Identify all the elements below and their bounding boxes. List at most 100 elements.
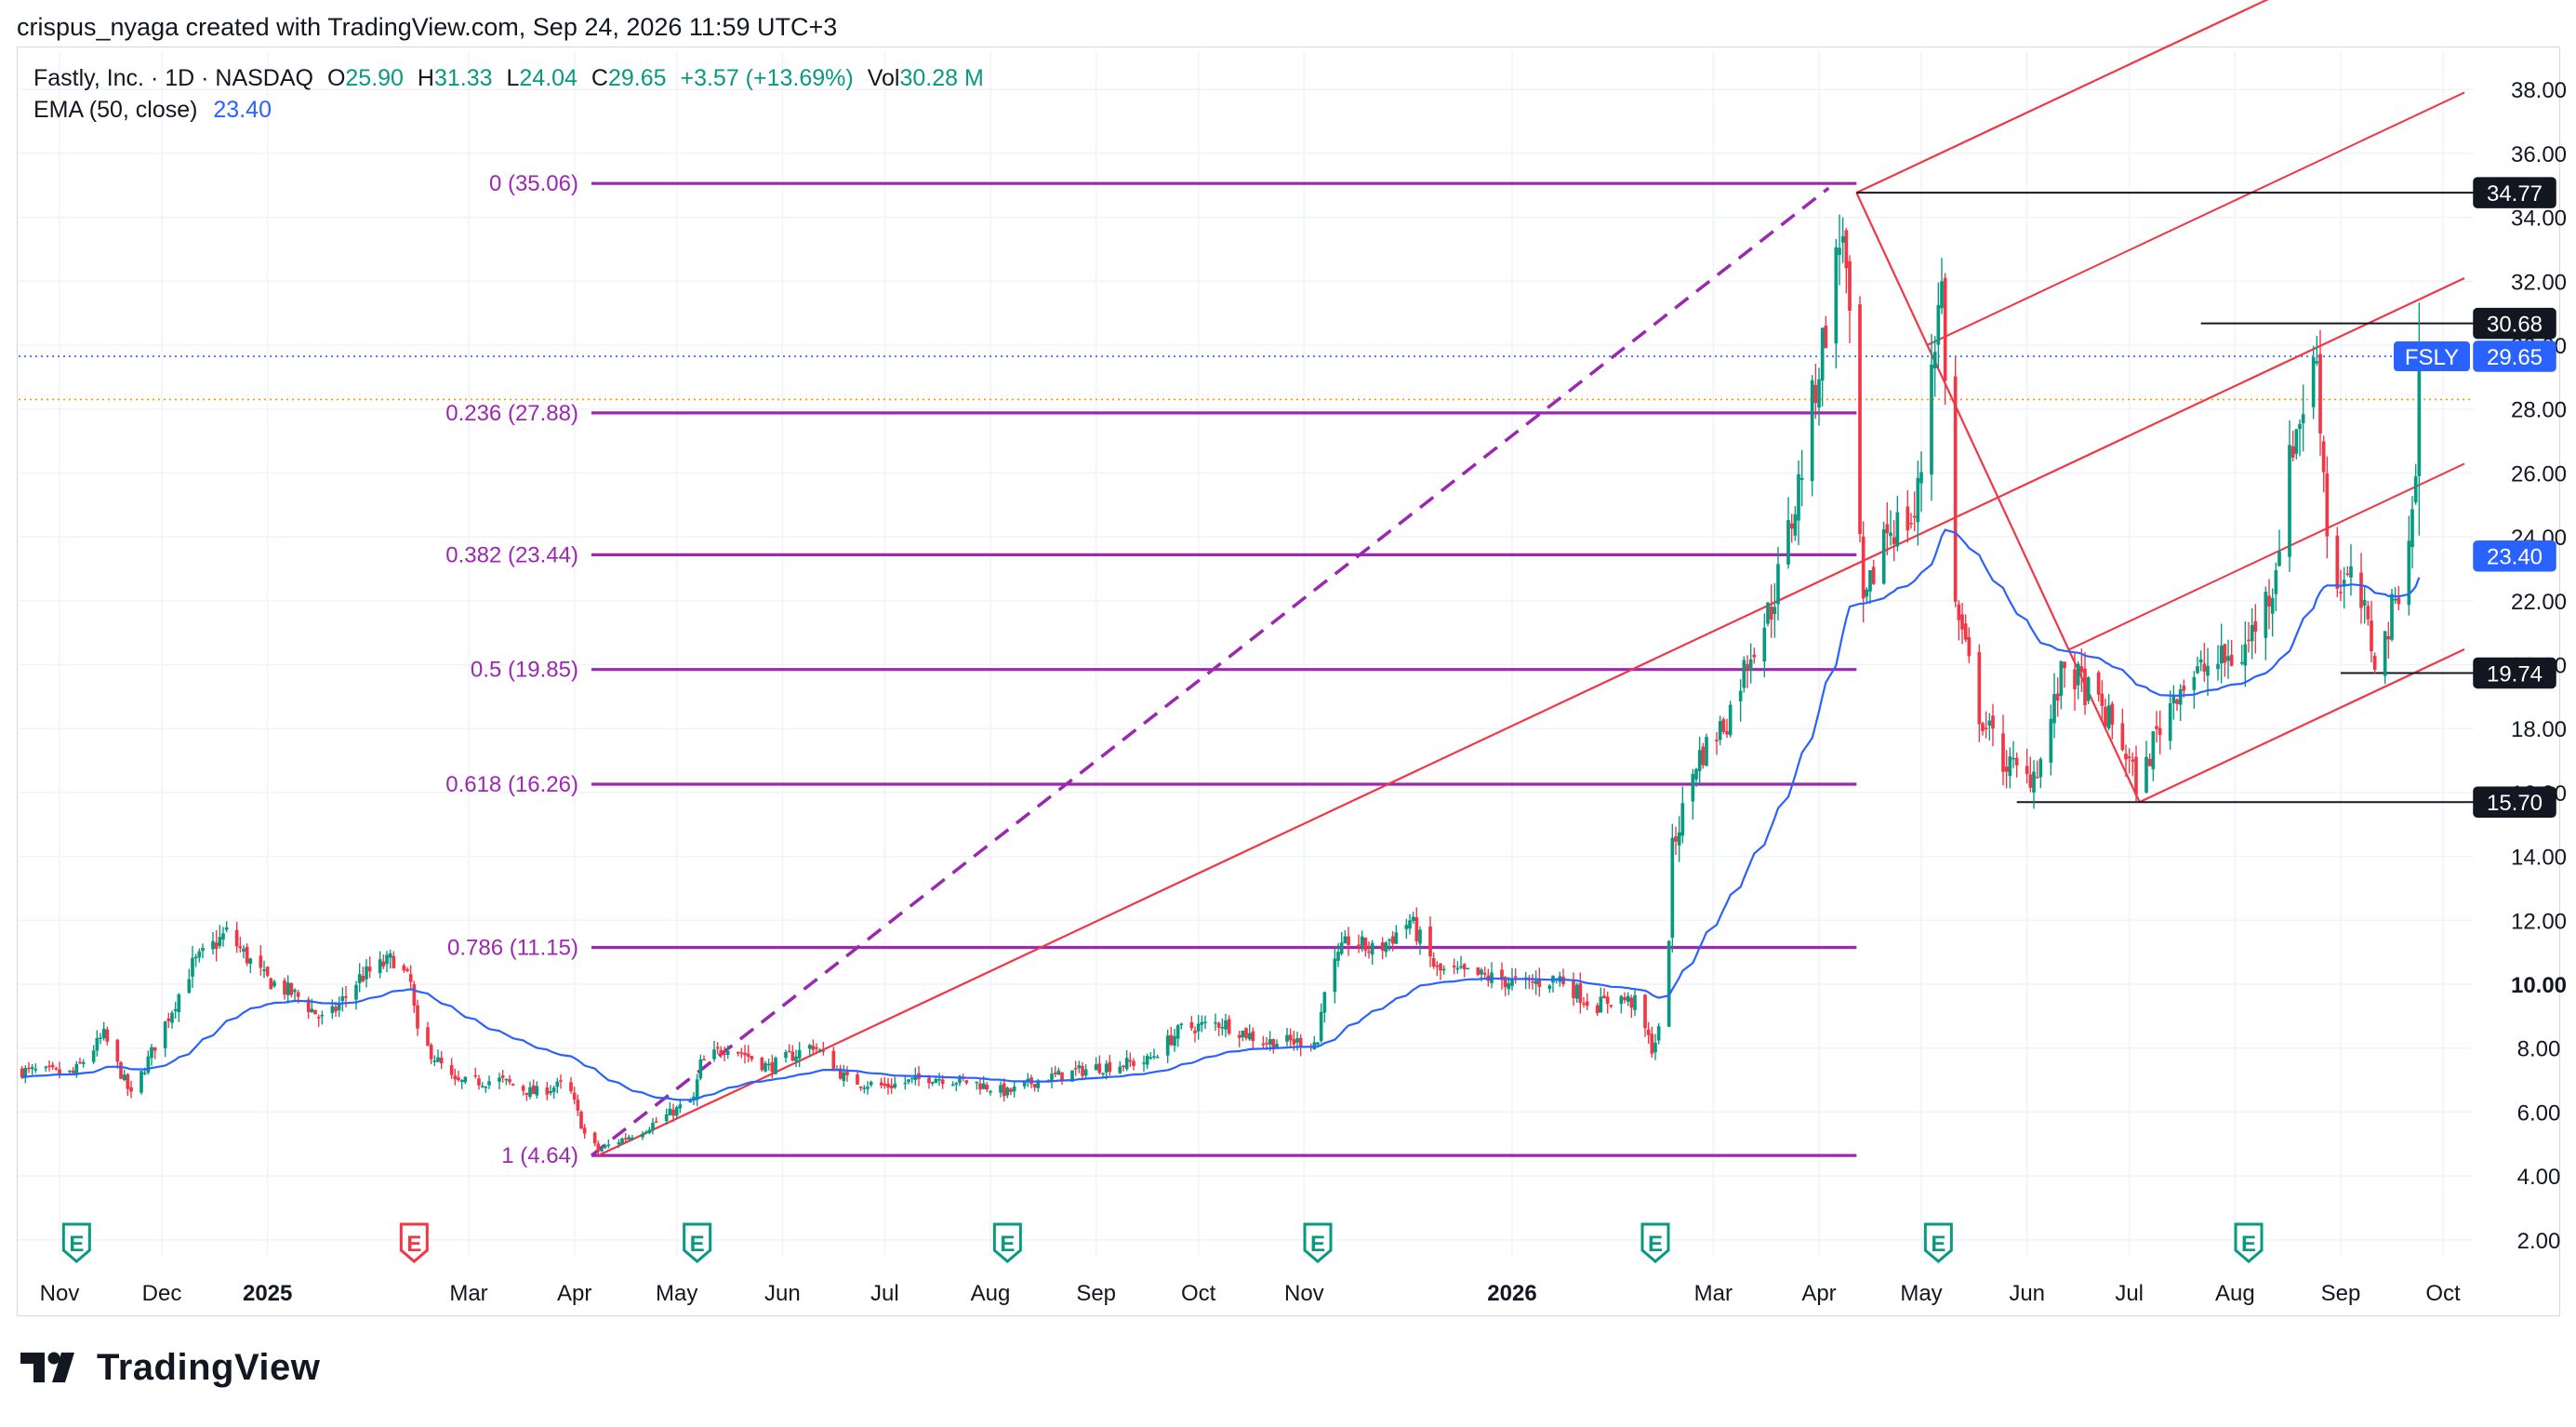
candle [2008, 747, 2012, 789]
candle [1122, 1064, 1125, 1072]
candle [600, 1145, 604, 1153]
candle [1271, 1038, 1276, 1054]
candle [1960, 602, 1964, 645]
candle [1435, 961, 1440, 977]
close-label: C [591, 65, 608, 91]
candle [2370, 600, 2373, 663]
candle [457, 1071, 460, 1082]
candle [1414, 907, 1419, 945]
candle [1656, 1022, 1661, 1045]
candle [293, 988, 297, 1003]
candle [2079, 648, 2084, 692]
candle [2294, 429, 2299, 460]
candle [33, 1063, 38, 1074]
candle [2014, 752, 2019, 778]
candle [1574, 982, 1579, 1003]
candle [2397, 585, 2401, 611]
candle [743, 1045, 747, 1064]
level-badge-text: 30.68 [2487, 313, 2543, 338]
candle [1152, 1048, 1156, 1060]
candle [2147, 753, 2152, 767]
candle [1005, 1087, 1010, 1099]
candle [937, 1073, 941, 1087]
candle [1916, 460, 1920, 546]
candle [81, 1059, 86, 1068]
candle [907, 1079, 910, 1085]
candle [2321, 435, 2326, 493]
candle [1462, 963, 1467, 978]
candle [2052, 673, 2056, 739]
candle [2274, 562, 2278, 612]
time-tick-label: May [1900, 1281, 1942, 1306]
fib-level-label: 0.5 (19.85) [471, 658, 578, 683]
symbol-description[interactable]: Fastly, Inc. · 1D · NASDAQ [33, 65, 313, 91]
price-tick-label: 4.00 [2517, 1165, 2561, 1190]
candle [1343, 929, 1348, 944]
candle [2202, 643, 2207, 682]
candle [2301, 384, 2305, 452]
candle [285, 975, 290, 1004]
candle [381, 954, 386, 969]
tradingview-logo[interactable]: TradingView [20, 1340, 320, 1395]
candle [487, 1075, 491, 1089]
candle [651, 1117, 655, 1135]
candle [893, 1076, 897, 1089]
candle [1431, 952, 1436, 969]
candle [1746, 655, 1749, 688]
candle [1889, 510, 1892, 546]
candle [1705, 733, 1708, 767]
candle [392, 951, 396, 969]
pitchfork-tool [597, 0, 2465, 1157]
price-tick-label: 12.00 [2511, 909, 2567, 934]
candle [1077, 1060, 1082, 1074]
candle [883, 1076, 887, 1089]
candle [1053, 1065, 1057, 1078]
candle [385, 951, 389, 973]
price-badges: 34.77 30.68 19.74 15.70 29.65 23.40 FSLY [2394, 177, 2556, 818]
candle [177, 993, 181, 1022]
candle [715, 1042, 720, 1055]
candle [1370, 940, 1374, 965]
fib-level-label: 0.382 (23.44) [445, 542, 578, 567]
candle [126, 1073, 130, 1097]
ema-price-badge-text: 23.40 [2487, 545, 2543, 570]
candle [1009, 1087, 1013, 1096]
time-tick-label: Sep [2321, 1281, 2361, 1306]
candle [2277, 529, 2281, 567]
candle [306, 996, 311, 1020]
candle [1220, 1018, 1225, 1036]
price-tick-label: 38.00 [2511, 78, 2567, 103]
open-value: 25.90 [345, 65, 404, 91]
candle [985, 1082, 989, 1092]
candle [1650, 1026, 1654, 1058]
candle [978, 1077, 982, 1095]
candle [1715, 732, 1719, 755]
candle [1179, 1022, 1184, 1030]
earnings-marker-label: E [1648, 1232, 1663, 1257]
candle [964, 1080, 969, 1086]
candle [449, 1058, 454, 1079]
candle [1312, 1035, 1317, 1050]
candle [211, 931, 215, 955]
time-tick-label: Nov [1284, 1281, 1324, 1306]
time-tick-label: Mar [1694, 1281, 1733, 1306]
candle [631, 1134, 634, 1141]
candle [508, 1074, 511, 1086]
ema-legend[interactable]: EMA (50, close) 23.40 [33, 97, 272, 124]
candle [1728, 700, 1733, 738]
candle [504, 1078, 509, 1086]
candle [1963, 614, 1968, 643]
candle [2083, 651, 2087, 715]
candle [1173, 1028, 1176, 1052]
candle [193, 954, 198, 967]
candle [1339, 931, 1344, 956]
candle [1646, 1021, 1651, 1045]
candle [1766, 601, 1770, 627]
earnings-marker-icon: E [992, 1222, 1022, 1263]
time-tick-label: 2025 [243, 1281, 292, 1306]
candle [2028, 756, 2033, 793]
candle [1813, 364, 1818, 420]
horizontal-levels [1856, 192, 2474, 804]
earnings-marker-icon: E [399, 1222, 429, 1263]
